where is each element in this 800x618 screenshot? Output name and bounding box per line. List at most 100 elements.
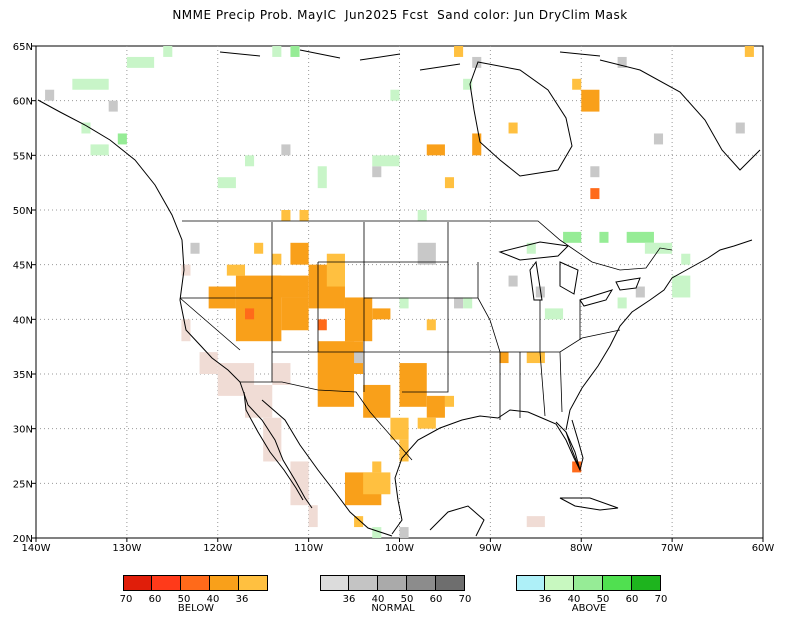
legend-label: 50 [400,594,414,605]
probability-cell [290,242,309,265]
probability-cell [572,461,582,473]
probability-cell [90,144,109,156]
forecast-map: 140W 130W 120W 110W 100W 90W 80W 70W 60W 20N 25N 30… [13,42,775,554]
probability-cell [417,210,427,221]
legend-swatch [632,576,661,590]
probability-cell [45,89,55,101]
coastlines [37,49,761,537]
probability-cell [526,516,545,528]
arctic-islands [219,49,601,71]
legend-normal-name: NORMAL [371,603,415,614]
legend-swatch [378,576,407,590]
legend-label: 70 [458,594,472,605]
probability-cell [590,188,600,200]
probability-cell [226,264,246,276]
probability-cell [117,133,127,145]
political-borders [179,220,673,461]
probability-cell [245,155,255,167]
lat-tick-label: 20N [13,534,33,545]
lon-tick-label: 120W [203,543,232,554]
probability-cell [163,46,173,57]
probability-cell [735,122,745,134]
labrador-coastline [599,59,761,171]
gulf-coastline [391,409,581,535]
lon-tick-label: 60W [752,543,775,554]
probability-cell [681,253,691,265]
probability-cell [272,363,291,385]
west-coastline [37,99,313,509]
state-borders [179,222,621,420]
probability-cell [372,166,382,178]
mexico-pacific-coastline [261,399,393,537]
probability-cell [617,56,627,68]
lake-superior [498,241,570,261]
legend-above-name: ABOVE [571,603,607,614]
legend-swatch [239,576,268,590]
lat-tick-label: 65N [13,42,33,53]
probability-cell [599,231,609,243]
lat-tick-label: 55N [13,151,33,162]
probability-cell [590,166,600,178]
probability-cell [290,46,300,57]
lat-tick-label: 40N [13,315,33,326]
east-coastline [565,239,753,431]
probability-cell [126,56,155,68]
probability-cell [572,78,582,90]
probability-cell [426,144,445,156]
legend-label: 40 [206,594,220,605]
probability-cell [308,505,318,528]
probability-cell [744,46,754,57]
probability-cell [199,352,218,374]
probability-cell [417,242,436,265]
probability-cell [581,89,600,112]
yucatan-coastline [429,505,485,537]
probability-cell [672,275,691,298]
probability-cell [281,144,291,156]
probability-cell [281,297,309,331]
legend-swatch [210,576,239,590]
legend-swatch [349,576,378,590]
map-title: NMME Precip Prob. MayIC Jun2025 Fcst San… [172,8,628,22]
florida-coastline [555,419,584,472]
legend-swatch [574,576,603,590]
legend-swatch [603,576,632,590]
probability-cell [472,56,482,68]
probability-cell [390,89,400,101]
legend-swatch [152,576,181,590]
probability-cell [372,155,400,167]
axis-ticks: 140W 130W 120W 110W 100W 90W 80W 70W 60W 20N 25N 30… [13,42,775,554]
hudson-bay-coastline [469,61,573,177]
legend-label: 36 [538,594,552,605]
probability-cell [281,210,291,221]
lat-tick-label: 25N [13,479,33,490]
probability-cell [299,210,309,221]
probability-cell [344,297,373,342]
legend-above: 36 40 50 60 70 ABOVE [516,575,668,614]
legend-label: 70 [654,594,668,605]
legend-swatch [545,576,574,590]
probability-cell [499,352,509,364]
probability-cell [354,352,364,364]
legend-swatch [123,576,152,590]
legend-label: 36 [235,594,249,605]
baja-coastline [243,391,304,501]
probability-cell [399,297,409,309]
probability-cell [254,242,264,254]
probability-cell [444,177,455,189]
probability-cell [81,122,91,134]
lon-tick-label: 110W [294,543,323,554]
probability-cell [245,384,273,418]
legend-label: 70 [119,594,133,605]
probability-cell [208,286,236,309]
probability-cell [217,177,236,189]
legend-swatch [436,576,465,590]
probability-cell [544,308,564,320]
legend-swatch [407,576,436,590]
legend-swatch [320,576,349,590]
probability-cell [399,363,427,407]
probability-cell [317,166,327,189]
probability-cell [463,78,473,90]
legend-normal: 36 40 50 60 70 NORMAL [320,575,471,614]
probability-cell [354,516,364,528]
legend-above-labels: 36 40 50 60 70 [516,591,668,605]
